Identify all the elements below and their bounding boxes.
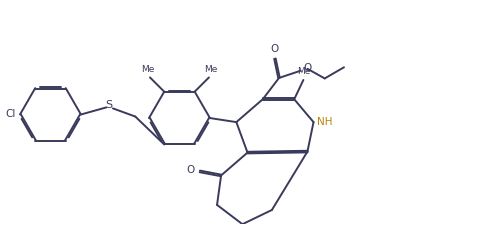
Text: NH: NH [317,117,332,127]
Text: O: O [303,63,312,73]
Text: Cl: Cl [5,109,16,120]
Text: O: O [271,44,279,54]
Text: Me: Me [204,65,218,74]
Text: Me: Me [297,67,310,76]
Text: Me: Me [141,65,155,74]
Text: S: S [105,100,113,110]
Text: O: O [186,165,195,175]
